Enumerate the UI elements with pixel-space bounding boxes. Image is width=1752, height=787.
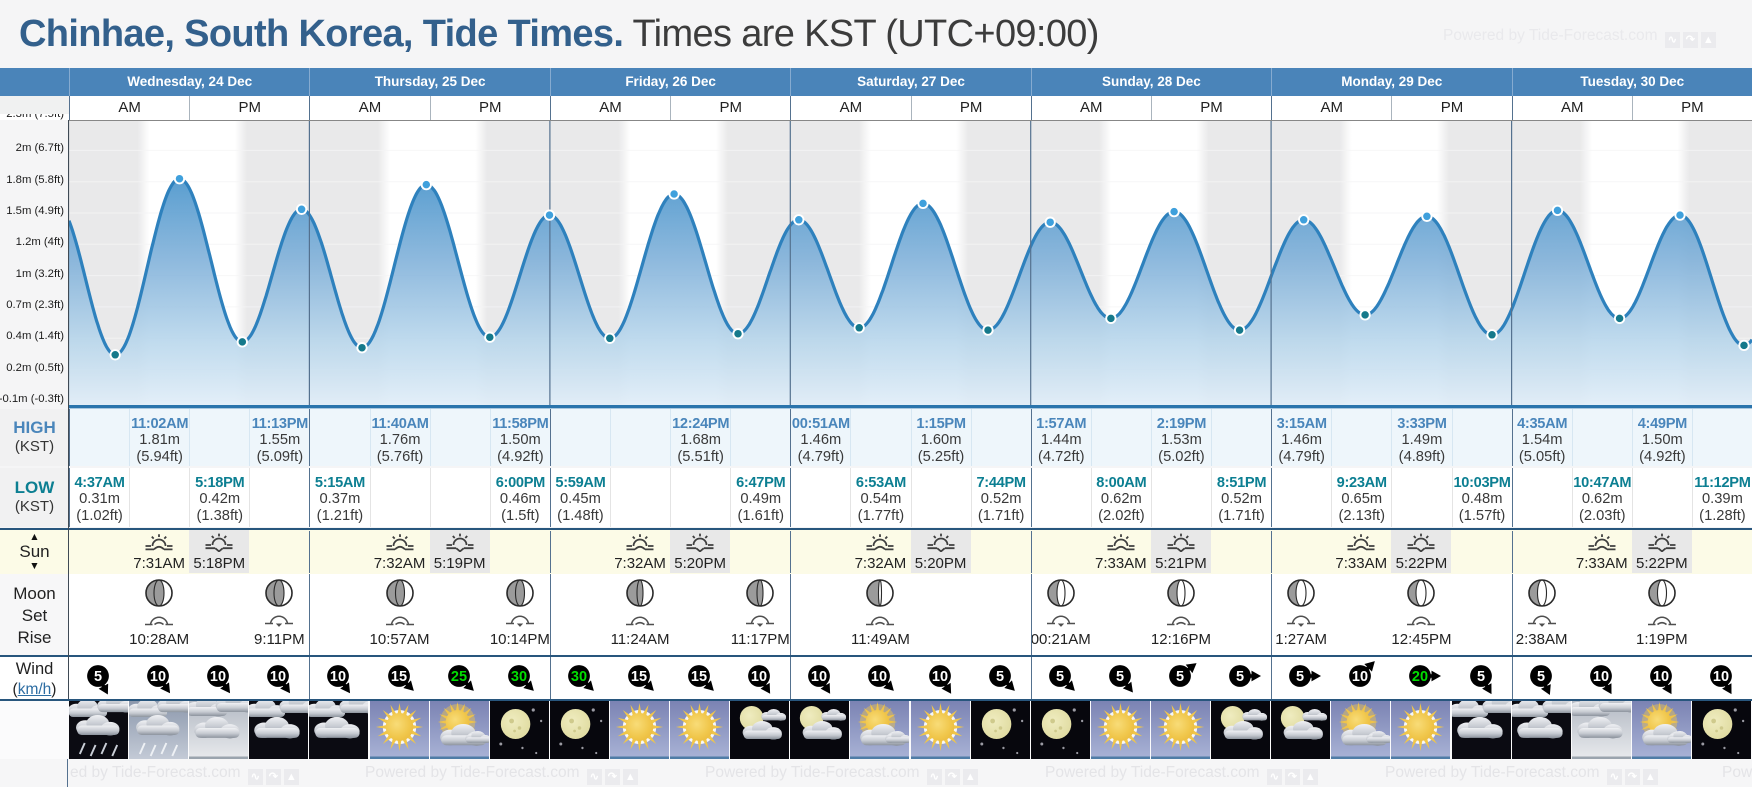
svg-text:10: 10 [270, 669, 286, 685]
svg-text:15: 15 [631, 669, 647, 685]
svg-text:5: 5 [94, 669, 102, 685]
svg-text:10: 10 [330, 669, 346, 685]
svg-text:10: 10 [1713, 669, 1729, 685]
svg-text:5: 5 [1116, 669, 1124, 685]
svg-text:30: 30 [571, 669, 587, 685]
svg-text:25: 25 [451, 669, 467, 685]
svg-text:30: 30 [511, 669, 527, 685]
svg-text:10: 10 [1593, 669, 1609, 685]
svg-text:5: 5 [996, 669, 1004, 685]
svg-text:10: 10 [150, 669, 166, 685]
svg-text:10: 10 [1653, 669, 1669, 685]
svg-text:5: 5 [1296, 669, 1304, 685]
svg-text:10: 10 [751, 669, 767, 685]
svg-text:20: 20 [1412, 669, 1428, 685]
svg-text:5: 5 [1236, 669, 1244, 685]
svg-text:15: 15 [390, 669, 406, 685]
svg-text:5: 5 [1477, 669, 1485, 685]
svg-text:10: 10 [871, 669, 887, 685]
svg-text:15: 15 [691, 669, 707, 685]
svg-text:10: 10 [210, 669, 226, 685]
svg-text:5: 5 [1537, 669, 1545, 685]
svg-text:10: 10 [1352, 669, 1368, 685]
svg-text:5: 5 [1056, 669, 1064, 685]
svg-text:5: 5 [1176, 669, 1184, 685]
svg-text:10: 10 [811, 669, 827, 685]
svg-text:10: 10 [931, 669, 947, 685]
